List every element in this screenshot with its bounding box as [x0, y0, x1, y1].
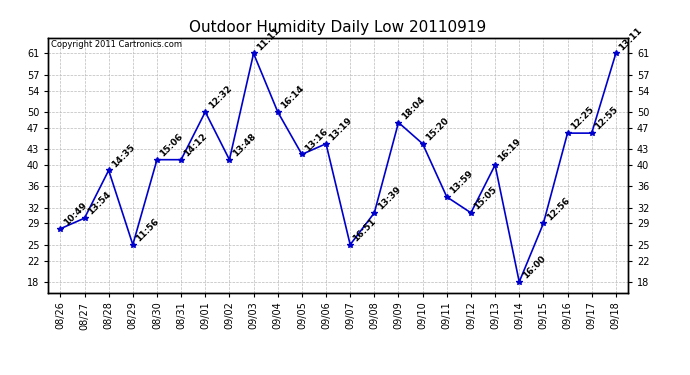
Text: 15:05: 15:05	[473, 185, 499, 211]
Text: 13:19: 13:19	[328, 116, 354, 142]
Text: 16:19: 16:19	[497, 137, 523, 164]
Text: 12:55: 12:55	[593, 105, 620, 132]
Text: Copyright 2011 Cartronics.com: Copyright 2011 Cartronics.com	[51, 40, 182, 49]
Text: 12:25: 12:25	[569, 105, 595, 132]
Text: 11:56: 11:56	[135, 217, 161, 243]
Text: 11:11: 11:11	[255, 26, 282, 52]
Text: 10:49: 10:49	[62, 201, 88, 227]
Text: 14:12: 14:12	[183, 132, 209, 158]
Text: 13:16: 13:16	[304, 126, 330, 153]
Text: 14:35: 14:35	[110, 142, 137, 169]
Text: 13:59: 13:59	[448, 169, 475, 195]
Text: 16:14: 16:14	[279, 84, 306, 111]
Text: 13:39: 13:39	[376, 185, 402, 211]
Text: 16:51: 16:51	[352, 217, 378, 243]
Text: 15:06: 15:06	[159, 132, 185, 158]
Text: 12:32: 12:32	[207, 84, 233, 111]
Text: 13:48: 13:48	[231, 132, 257, 158]
Text: 15:20: 15:20	[424, 116, 451, 142]
Text: 12:56: 12:56	[545, 195, 571, 222]
Text: 13:54: 13:54	[86, 190, 112, 217]
Text: 18:04: 18:04	[400, 94, 426, 121]
Text: 16:00: 16:00	[521, 254, 547, 280]
Title: Outdoor Humidity Daily Low 20110919: Outdoor Humidity Daily Low 20110919	[190, 20, 486, 35]
Text: 13:11: 13:11	[618, 26, 644, 52]
